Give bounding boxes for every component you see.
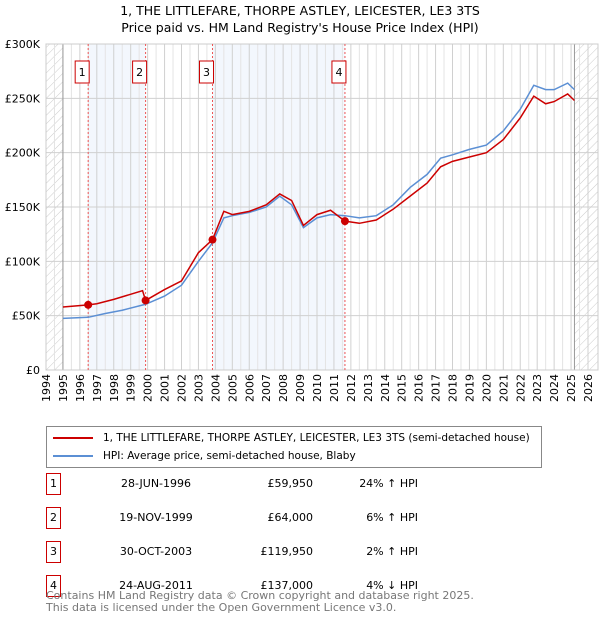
sale-number: 2 bbox=[46, 507, 61, 529]
x-tick-label: 2012 bbox=[345, 374, 358, 402]
y-tick-label: £200K bbox=[5, 147, 41, 160]
x-tick-label: 1998 bbox=[108, 374, 121, 402]
x-tick-label: 1996 bbox=[74, 374, 87, 402]
sale-price: £137,000 bbox=[260, 579, 314, 592]
x-tick-label: 2015 bbox=[396, 374, 409, 402]
x-tick-label: 2008 bbox=[277, 374, 290, 402]
chart-title: 1, THE LITTLEFARE, THORPE ASTLEY, LEICES… bbox=[120, 3, 480, 18]
hpi-line bbox=[62, 82, 575, 320]
x-tick-label: 2020 bbox=[480, 374, 493, 402]
sale-price: £119,950 bbox=[260, 545, 314, 558]
x-tick-label: 1995 bbox=[57, 374, 70, 402]
property-price-line bbox=[62, 93, 575, 308]
x-tick-label: 2003 bbox=[192, 374, 205, 402]
x-tick-label: 2000 bbox=[142, 374, 155, 402]
sale-price: £64,000 bbox=[267, 511, 314, 524]
x-tick-label: 1999 bbox=[125, 374, 138, 402]
x-tick-label: 2016 bbox=[413, 374, 426, 402]
sale-label: 3 bbox=[203, 66, 210, 79]
x-tick-label: 2024 bbox=[548, 374, 561, 402]
y-tick-label: £300K bbox=[5, 38, 41, 51]
sale-point bbox=[84, 300, 93, 309]
legend-label-hpi: HPI: Average price, semi-detached house,… bbox=[103, 450, 356, 462]
x-tick-label: 2005 bbox=[226, 374, 239, 402]
sale-date: 19-NOV-1999 bbox=[119, 511, 193, 524]
sale-number: 3 bbox=[46, 541, 61, 563]
x-tick-label: 2009 bbox=[294, 374, 307, 402]
footer-line1: Contains HM Land Registry data © Crown c… bbox=[46, 589, 474, 602]
plot-area: 1994 1995 1996 1997 1998 1999 2000 2001 2002 2003… bbox=[5, 38, 599, 402]
sale-date: 30-OCT-2003 bbox=[119, 545, 193, 558]
sale-row: 1 28-JUN-1996 £59,950 24% ↑ HPI bbox=[46, 473, 446, 495]
y-tick-label: £50K bbox=[12, 310, 41, 323]
legend: 1, THE LITTLEFARE, THORPE ASTLEY, LEICES… bbox=[46, 426, 542, 468]
sale-label-box bbox=[132, 60, 148, 84]
sale-point bbox=[340, 217, 349, 226]
x-tick-label: 2021 bbox=[497, 374, 510, 402]
y-tick-label: £150K bbox=[5, 201, 41, 214]
legend-swatch-property bbox=[53, 437, 93, 439]
x-tick-label: 2025 bbox=[565, 374, 578, 402]
plot-border bbox=[45, 43, 599, 371]
x-tick-label: 1997 bbox=[91, 374, 104, 402]
x-tick-label: 2007 bbox=[260, 374, 273, 402]
x-tick-label: 2001 bbox=[159, 374, 172, 402]
sale-number: 1 bbox=[46, 473, 61, 495]
sale-row: 3 30-OCT-2003 £119,950 2% ↑ HPI bbox=[46, 541, 446, 563]
sale-label-box bbox=[331, 60, 347, 84]
sale-hpi-diff: 4% ↓ HPI bbox=[366, 579, 418, 592]
x-tick-label: 2022 bbox=[514, 374, 527, 402]
sale-label: 1 bbox=[79, 66, 86, 79]
sale-hpi-diff: 2% ↑ HPI bbox=[366, 545, 418, 558]
sale-row: 4 24-AUG-2011 £137,000 4% ↓ HPI bbox=[46, 575, 446, 597]
x-tick-label: 2026 bbox=[582, 374, 595, 402]
sale-label-box bbox=[198, 60, 214, 84]
footer-line2: This data is licensed under the Open Gov… bbox=[46, 601, 397, 614]
sale-label: 4 bbox=[335, 66, 342, 79]
sale-hpi-diff: 24% ↑ HPI bbox=[359, 477, 418, 490]
sale-point bbox=[208, 235, 217, 244]
sale-price: £59,950 bbox=[267, 477, 314, 490]
x-tick-label: 2014 bbox=[379, 374, 392, 402]
sale-point bbox=[141, 296, 150, 305]
chart-subtitle: Price paid vs. HM Land Registry's House … bbox=[121, 20, 479, 35]
y-tick-label: £0 bbox=[26, 364, 40, 377]
x-tick-label: 2004 bbox=[209, 374, 222, 402]
x-tick-label: 2019 bbox=[463, 374, 476, 402]
y-tick-label: £100K bbox=[5, 255, 41, 268]
x-tick-label: 2002 bbox=[176, 374, 189, 402]
x-tick-label: 2017 bbox=[430, 374, 443, 402]
x-tick-label: 2023 bbox=[531, 374, 544, 402]
x-tick-label: 2006 bbox=[243, 374, 256, 402]
legend-label-property: 1, THE LITTLEFARE, THORPE ASTLEY, LEICES… bbox=[103, 432, 530, 444]
sale-label: 2 bbox=[136, 66, 143, 79]
x-tick-label: 2018 bbox=[447, 374, 460, 402]
x-tick-label: 2013 bbox=[362, 374, 375, 402]
sale-date: 28-JUN-1996 bbox=[120, 477, 192, 490]
sale-date: 24-AUG-2011 bbox=[119, 579, 193, 592]
sale-row: 2 19-NOV-1999 £64,000 6% ↑ HPI bbox=[46, 507, 446, 529]
legend-swatch-hpi bbox=[53, 455, 93, 457]
sale-label-box bbox=[74, 60, 90, 84]
sale-hpi-diff: 6% ↑ HPI bbox=[366, 511, 418, 524]
x-tick-label: 2010 bbox=[311, 374, 324, 402]
x-tick-label: 2011 bbox=[328, 374, 341, 402]
sale-number: 4 bbox=[46, 575, 61, 597]
x-tick-label: 1994 bbox=[40, 374, 53, 402]
y-tick-label: £250K bbox=[5, 92, 41, 105]
